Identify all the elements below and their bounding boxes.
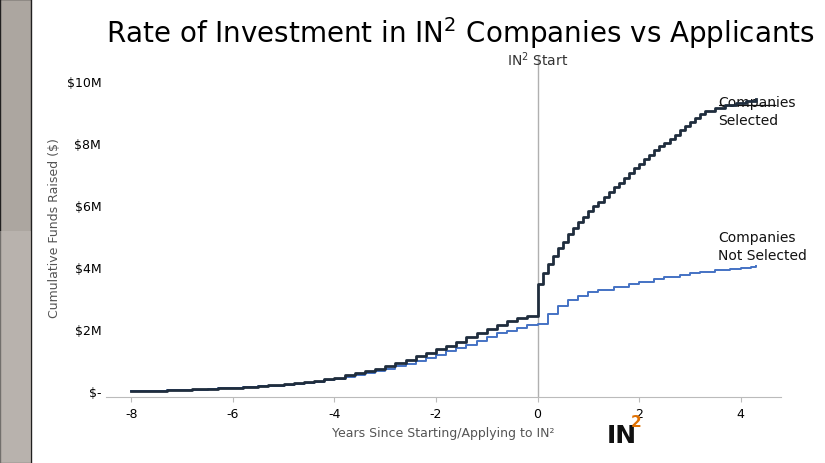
Text: Rate of Investment in IN$^2$ Companies vs Applicants: Rate of Investment in IN$^2$ Companies v… <box>106 15 815 51</box>
Text: Companies
Not Selected: Companies Not Selected <box>718 230 807 263</box>
Y-axis label: Cumulative Funds Raised ($): Cumulative Funds Raised ($) <box>48 138 61 317</box>
Text: IN: IN <box>606 423 637 447</box>
Text: 2: 2 <box>630 414 641 429</box>
X-axis label: Years Since Starting/Applying to IN²: Years Since Starting/Applying to IN² <box>332 426 555 439</box>
Text: IN$^2$ Start: IN$^2$ Start <box>507 50 568 69</box>
Text: Companies
Selected: Companies Selected <box>718 95 795 128</box>
